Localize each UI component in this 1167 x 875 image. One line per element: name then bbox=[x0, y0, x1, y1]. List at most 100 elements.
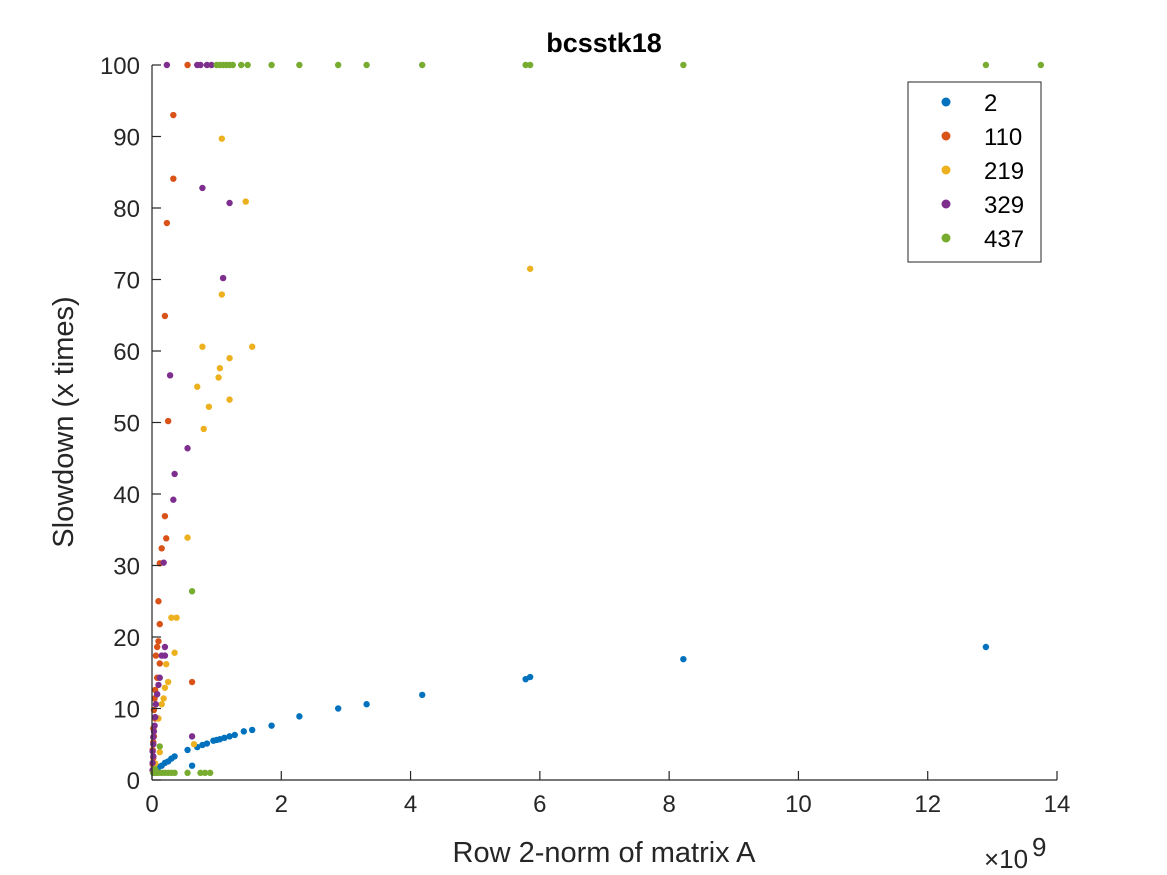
data-point bbox=[229, 61, 237, 69]
data-point bbox=[173, 614, 180, 621]
data-point bbox=[526, 673, 534, 681]
y-tick-label: 10 bbox=[113, 697, 140, 724]
data-point bbox=[268, 61, 275, 69]
data-point bbox=[150, 741, 157, 748]
data-point bbox=[248, 343, 256, 350]
data-point bbox=[188, 678, 196, 686]
data-point bbox=[982, 643, 990, 651]
data-point bbox=[226, 733, 233, 740]
x-multiplier-base: ×10 bbox=[984, 844, 1028, 874]
data-point bbox=[170, 175, 177, 182]
series-329 bbox=[149, 61, 233, 774]
data-point bbox=[150, 733, 157, 741]
chart-title: bcsstk18 bbox=[546, 28, 662, 58]
data-point bbox=[680, 655, 687, 663]
data-point bbox=[188, 733, 196, 740]
data-point bbox=[160, 695, 167, 702]
x-multiplier: ×10 9 bbox=[984, 832, 1046, 874]
data-point bbox=[206, 769, 214, 777]
data-point bbox=[363, 701, 370, 708]
x-tick-label: 10 bbox=[785, 791, 812, 818]
data-point bbox=[199, 343, 206, 350]
series-2 bbox=[150, 643, 990, 777]
x-tick-label: 8 bbox=[662, 791, 675, 818]
y-tick-label: 50 bbox=[113, 411, 140, 438]
data-point bbox=[226, 354, 233, 362]
data-point bbox=[152, 766, 159, 773]
legend-marker bbox=[941, 165, 951, 175]
data-point bbox=[164, 417, 172, 425]
data-point bbox=[226, 396, 233, 403]
y-axis-label: Slowdown (x times) bbox=[48, 296, 80, 547]
data-point bbox=[188, 588, 196, 595]
data-point bbox=[184, 746, 191, 754]
data-point bbox=[216, 364, 224, 372]
data-point bbox=[680, 61, 687, 69]
legend-entry: 110 bbox=[984, 124, 1022, 151]
legend-box bbox=[907, 81, 1042, 263]
data-point bbox=[1037, 61, 1045, 69]
data-point bbox=[203, 61, 211, 69]
x-ticks: 0 2 4 6 8 10 12 14 bbox=[145, 771, 1070, 818]
y-tick-label: 90 bbox=[113, 125, 140, 152]
data-point bbox=[221, 734, 228, 742]
data-point bbox=[268, 722, 275, 729]
data-point bbox=[150, 753, 157, 760]
x-tick-label: 2 bbox=[275, 791, 288, 818]
data-point bbox=[163, 219, 171, 227]
y-tick-label: 0 bbox=[127, 768, 140, 795]
data-point bbox=[242, 198, 249, 205]
data-point bbox=[248, 726, 256, 734]
data-point bbox=[170, 111, 177, 119]
data-point bbox=[152, 701, 160, 708]
y-tick-label: 100 bbox=[100, 53, 140, 80]
data-point bbox=[218, 135, 226, 142]
data-point bbox=[215, 374, 222, 381]
data-point bbox=[296, 61, 303, 69]
x-tick-label: 14 bbox=[1044, 791, 1071, 818]
data-point bbox=[231, 731, 238, 739]
data-point bbox=[161, 684, 169, 691]
data-point bbox=[171, 649, 178, 656]
data-point bbox=[156, 660, 163, 667]
x-tick-label: 12 bbox=[914, 791, 941, 818]
data-point bbox=[149, 748, 156, 755]
x-tick-label: 6 bbox=[533, 791, 546, 818]
data-point bbox=[161, 512, 169, 520]
data-point bbox=[199, 184, 206, 192]
legend-marker bbox=[941, 199, 951, 209]
y-tick-label: 70 bbox=[113, 268, 140, 295]
y-tick-label: 80 bbox=[113, 196, 140, 223]
data-point bbox=[156, 743, 163, 750]
data-point bbox=[160, 559, 167, 566]
data-point bbox=[201, 769, 209, 777]
data-points bbox=[149, 61, 1045, 777]
data-point bbox=[197, 769, 204, 777]
legend-entry: 329 bbox=[984, 192, 1024, 219]
data-point bbox=[184, 769, 191, 777]
y-tick-label: 30 bbox=[113, 554, 140, 581]
data-point bbox=[170, 496, 177, 503]
y-tick-label: 20 bbox=[113, 625, 140, 652]
data-point bbox=[194, 383, 201, 390]
data-point bbox=[161, 652, 169, 659]
data-point bbox=[163, 535, 170, 542]
x-tick-label: 4 bbox=[404, 791, 417, 818]
y-ticks: 0 10 20 30 40 50 60 70 80 90 100 bbox=[100, 53, 161, 795]
data-point bbox=[152, 713, 159, 721]
series-437 bbox=[150, 61, 1045, 777]
legend: 2 110 219 329 437 bbox=[907, 81, 1042, 263]
data-point bbox=[200, 425, 207, 433]
data-point bbox=[190, 741, 198, 748]
data-point bbox=[218, 291, 226, 298]
data-point bbox=[156, 620, 163, 628]
data-point bbox=[526, 265, 534, 272]
legend-marker bbox=[941, 131, 951, 141]
data-point bbox=[226, 199, 233, 207]
data-point bbox=[197, 61, 204, 69]
data-point bbox=[208, 61, 215, 69]
data-point bbox=[244, 61, 251, 69]
data-point bbox=[164, 678, 172, 686]
data-point bbox=[419, 691, 426, 699]
data-point bbox=[171, 769, 178, 777]
